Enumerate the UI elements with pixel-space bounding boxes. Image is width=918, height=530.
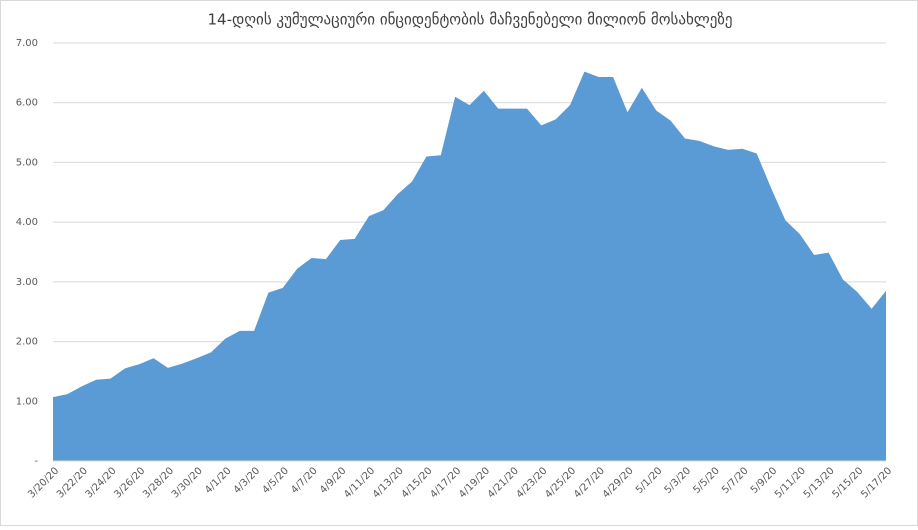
y-tick-label: 5.00	[16, 157, 38, 168]
y-tick-label: 4.00	[16, 217, 38, 228]
area	[53, 71, 886, 462]
y-tick-label: 7.00	[16, 38, 38, 49]
y-tick-label: 3.00	[16, 277, 38, 288]
y-tick-label: 1.00	[16, 396, 38, 407]
y-tick-label: 6.00	[16, 98, 38, 109]
chart-title: 14-დღის კუმულაციური ინციდენტობის მაჩვენე…	[208, 11, 733, 29]
y-tick-label: -	[34, 456, 38, 467]
y-tick-label: 2.00	[16, 337, 38, 348]
